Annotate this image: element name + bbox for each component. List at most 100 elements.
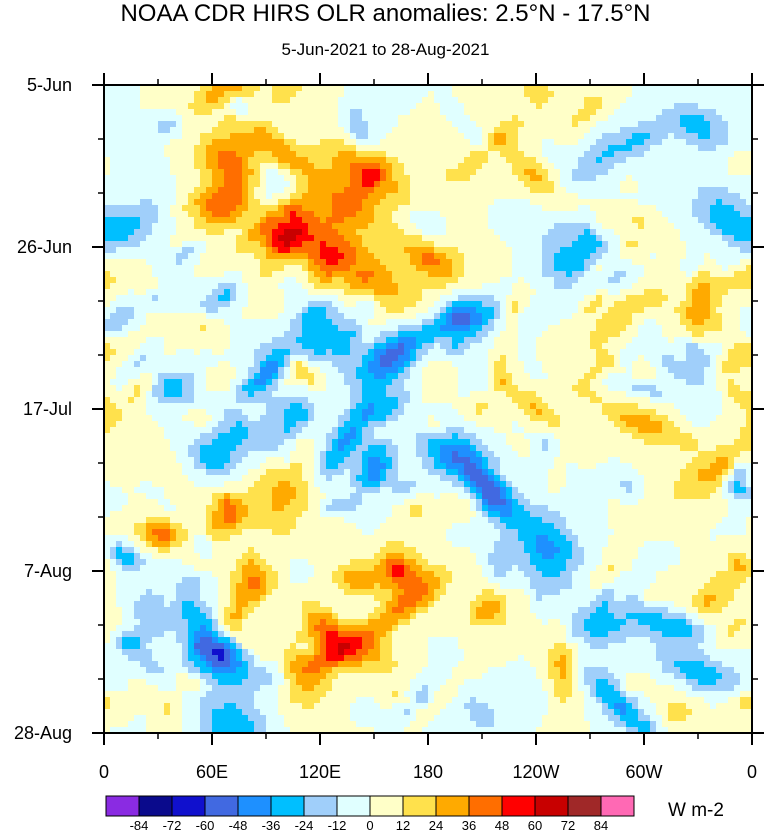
- field-cell: [620, 355, 627, 362]
- field-cell: [284, 205, 291, 212]
- field-cell: [632, 265, 639, 272]
- field-cell: [122, 121, 129, 128]
- field-cell: [626, 169, 633, 176]
- field-cell: [464, 313, 471, 320]
- field-cell: [710, 217, 717, 224]
- field-cell: [116, 103, 123, 110]
- field-cell: [176, 187, 183, 194]
- field-cell: [164, 127, 171, 134]
- field-cell: [530, 121, 537, 128]
- field-cell: [362, 307, 369, 314]
- field-cell: [566, 133, 573, 140]
- field-cell: [188, 325, 195, 332]
- field-cell: [260, 265, 267, 272]
- field-cell: [482, 325, 489, 332]
- field-cell: [392, 229, 399, 236]
- field-cell: [692, 115, 699, 122]
- field-cell: [266, 151, 273, 158]
- field-cell: [740, 127, 747, 134]
- field-cell: [524, 145, 531, 152]
- field-cell: [188, 247, 195, 254]
- field-cell: [278, 223, 285, 230]
- field-cell: [152, 259, 159, 266]
- field-cell: [596, 319, 603, 326]
- field-cell: [194, 91, 201, 98]
- field-cell: [170, 133, 177, 140]
- field-cell: [404, 175, 411, 182]
- field-cell: [476, 181, 483, 188]
- field-cell: [470, 163, 477, 170]
- field-cell: [470, 265, 477, 272]
- field-cell: [566, 139, 573, 146]
- field-cell: [476, 121, 483, 128]
- field-cell: [572, 289, 579, 296]
- field-cell: [152, 199, 159, 206]
- field-cell: [296, 223, 303, 230]
- field-cell: [512, 319, 519, 326]
- field-cell: [146, 343, 153, 350]
- field-cell: [506, 307, 513, 314]
- field-cell: [392, 349, 399, 356]
- field-cell: [410, 235, 417, 242]
- field-cell: [320, 295, 327, 302]
- field-cell: [152, 157, 159, 164]
- field-cell: [344, 241, 351, 248]
- field-cell: [536, 343, 543, 350]
- field-cell: [614, 355, 621, 362]
- field-cell: [218, 253, 225, 260]
- field-cell: [710, 205, 717, 212]
- field-cell: [344, 349, 351, 356]
- field-cell: [686, 199, 693, 206]
- field-cell: [188, 229, 195, 236]
- field-cell: [458, 181, 465, 188]
- field-cell: [740, 145, 747, 152]
- field-cell: [548, 109, 555, 116]
- field-cell: [446, 307, 453, 314]
- field-cell: [728, 139, 735, 146]
- field-cell: [326, 115, 333, 122]
- field-cell: [236, 247, 243, 254]
- field-cell: [218, 205, 225, 212]
- field-cell: [716, 313, 723, 320]
- field-cell: [686, 241, 693, 248]
- field-cell: [518, 283, 525, 290]
- field-cell: [146, 145, 153, 152]
- field-cell: [368, 97, 375, 104]
- field-cell: [590, 139, 597, 146]
- anomaly-field: [104, 85, 752, 733]
- field-cell: [530, 187, 537, 194]
- field-cell: [638, 145, 645, 152]
- field-cell: [254, 325, 261, 332]
- field-cell: [416, 223, 423, 230]
- field-cell: [170, 175, 177, 182]
- field-cell: [296, 331, 303, 338]
- field-cell: [302, 127, 309, 134]
- field-cell: [596, 337, 603, 344]
- field-cell: [464, 151, 471, 158]
- field-cell: [248, 337, 255, 344]
- field-cell: [662, 355, 669, 362]
- field-cell: [734, 169, 741, 176]
- field-cell: [158, 307, 165, 314]
- field-cell: [326, 277, 333, 284]
- field-cell: [590, 157, 597, 164]
- field-cell: [392, 301, 399, 308]
- field-cell: [374, 307, 381, 314]
- field-cell: [740, 337, 747, 344]
- field-cell: [608, 157, 615, 164]
- field-cell: [536, 193, 543, 200]
- field-cell: [272, 127, 279, 134]
- field-cell: [578, 331, 585, 338]
- field-cell: [572, 307, 579, 314]
- field-cell: [242, 175, 249, 182]
- field-cell: [248, 355, 255, 362]
- field-cell: [686, 271, 693, 278]
- field-cell: [578, 109, 585, 116]
- field-cell: [284, 265, 291, 272]
- field-cell: [200, 193, 207, 200]
- field-cell: [692, 223, 699, 230]
- field-cell: [386, 307, 393, 314]
- field-cell: [164, 91, 171, 98]
- field-cell: [584, 223, 591, 230]
- field-cell: [524, 253, 531, 260]
